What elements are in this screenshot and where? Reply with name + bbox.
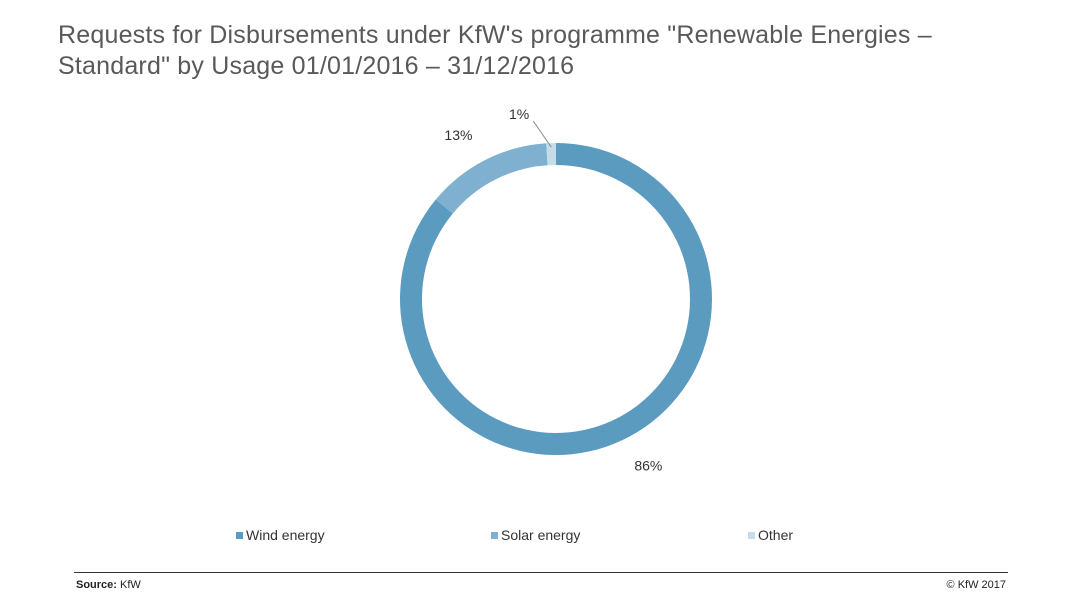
data-label-other: 1% [509, 106, 529, 122]
legend-label-other: Other [758, 527, 794, 543]
source-note: Source: KfW [76, 579, 141, 591]
leader-line-other [532, 120, 552, 148]
copyright-note: © KfW 2017 [946, 579, 1006, 591]
chart-title: Requests for Disbursements under KfW's p… [58, 21, 932, 80]
source-value: KfW [120, 579, 141, 591]
legend-swatch-other [748, 531, 755, 539]
legend-label-solar: Solar energy [501, 527, 581, 543]
chart-legend: Wind energy Solar energy Other [0, 527, 1080, 547]
data-label-wind: 86% [634, 457, 662, 473]
donut-slices [400, 143, 713, 455]
data-labels: 86% 13% 1% [444, 106, 662, 473]
legend-swatch-solar [491, 531, 498, 539]
donut-slice-other [546, 143, 556, 166]
leader-lines [532, 120, 552, 148]
legend-item-wind: Wind energy [236, 527, 325, 543]
legend-swatch-wind [236, 531, 243, 539]
data-label-solar: 13% [444, 127, 472, 143]
footer-divider [74, 572, 1008, 573]
legend-item-other: Other [748, 527, 793, 543]
source-label: Source: [76, 579, 117, 591]
legend-label-wind: Wind energy [246, 527, 325, 543]
legend-item-solar: Solar energy [491, 527, 580, 543]
donut-slice-solar [435, 143, 548, 214]
donut-chart: 86% 13% 1% [400, 106, 713, 473]
